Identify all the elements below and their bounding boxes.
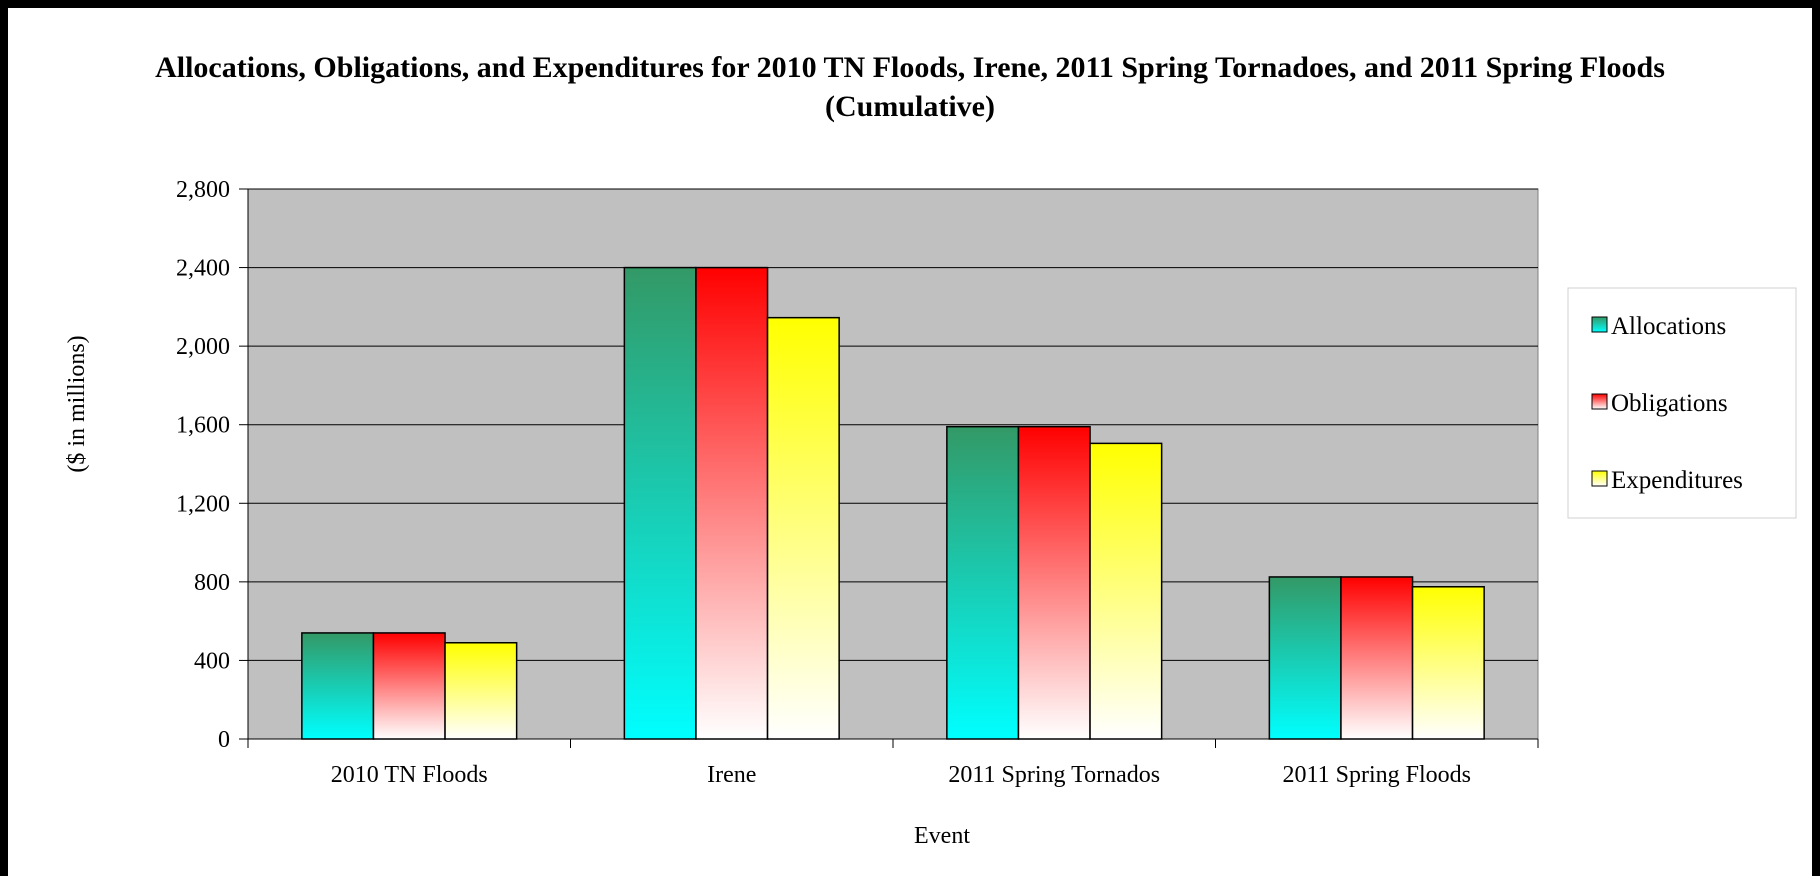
bar-obligations xyxy=(1340,576,1414,740)
bars-layer xyxy=(301,266,1485,740)
y-tick-label: 400 xyxy=(194,648,230,674)
bar-obligations xyxy=(372,632,446,740)
y-axis-label: ($ in millions) xyxy=(64,335,90,472)
legend-label: Obligations xyxy=(1611,390,1728,417)
y-tick-label: 2,400 xyxy=(176,256,230,282)
chart-title: Allocations, Obligations, and Expenditur… xyxy=(155,51,1665,84)
bar-expenditures xyxy=(1411,586,1485,740)
bar-expenditures xyxy=(1089,442,1163,740)
bar-allocations xyxy=(623,266,697,740)
x-tick-label: 2011 Spring Floods xyxy=(1283,762,1471,788)
axes-layer: 0 400 800 1,200 1,600 2,000 2,400 2,800 2010 TN … xyxy=(176,177,1539,788)
legend-swatch xyxy=(1591,316,1608,333)
legend: Allocations Obligations Expenditures xyxy=(1567,287,1797,519)
y-tick-label: 1,600 xyxy=(176,413,230,439)
y-tick-label: 0 xyxy=(218,727,230,753)
chart-subtitle: (Cumulative) xyxy=(825,90,995,123)
y-tick-label: 800 xyxy=(194,570,230,596)
y-tick-label: 1,200 xyxy=(176,491,230,517)
legend-label: Expenditures xyxy=(1611,467,1743,494)
bar-allocations xyxy=(301,632,375,740)
bar-expenditures xyxy=(766,316,840,740)
legend-swatch xyxy=(1591,470,1608,487)
legend-items: Allocations Obligations Expenditures xyxy=(1591,313,1743,494)
x-tick-label: 2010 TN Floods xyxy=(331,762,488,788)
bar-obligations xyxy=(1017,425,1091,740)
bar-allocations xyxy=(946,425,1020,740)
x-axis-label: Event xyxy=(914,823,970,849)
y-tick-label: 2,000 xyxy=(176,334,230,360)
bar-allocations xyxy=(1268,576,1342,740)
bar-obligations xyxy=(695,266,769,740)
legend-swatch xyxy=(1591,393,1608,410)
y-tick-label: 2,800 xyxy=(176,177,230,203)
x-tick-label: Irene xyxy=(707,762,756,788)
bar-expenditures xyxy=(444,642,518,740)
legend-label: Allocations xyxy=(1611,313,1726,340)
x-tick-label: 2011 Spring Tornados xyxy=(948,762,1160,788)
